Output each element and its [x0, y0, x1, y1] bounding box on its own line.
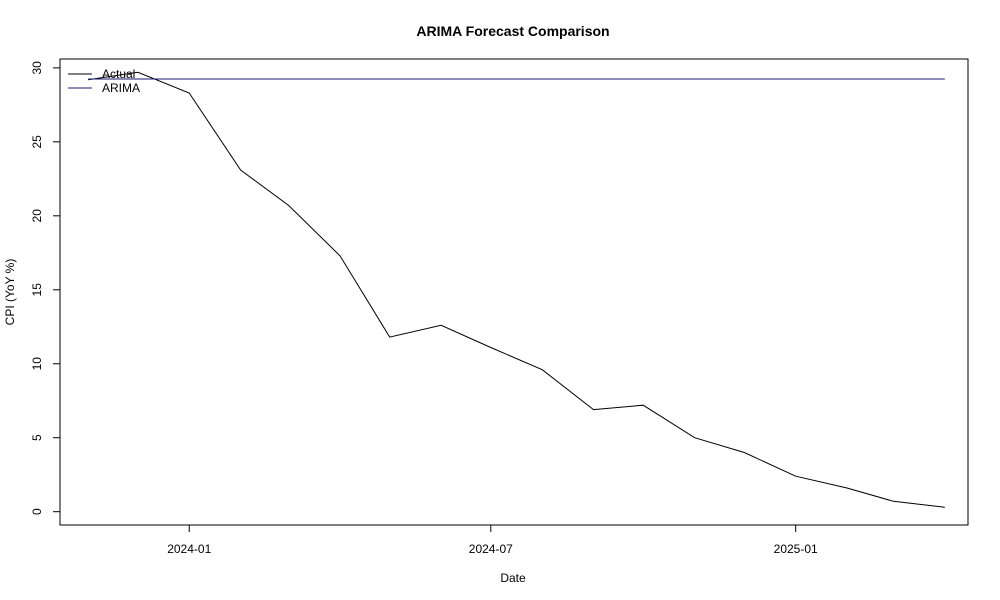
- x-tick-label: 2024-01: [167, 542, 211, 556]
- chart-title: ARIMA Forecast Comparison: [416, 23, 609, 39]
- plot-frame: [59, 58, 969, 526]
- x-axis: 2024-01 2024-07 2025-01: [167, 525, 818, 556]
- y-tick-label: 30: [30, 61, 44, 75]
- x-axis-label: Date: [500, 571, 526, 585]
- y-tick-label: 15: [30, 283, 44, 297]
- y-axis-label: CPI (YoY %): [3, 259, 17, 326]
- series-line-actual: [88, 71, 945, 508]
- legend-label-actual: Actual: [102, 67, 135, 81]
- legend-label-arima: ARIMA: [102, 81, 140, 95]
- x-tick-label: 2024-07: [469, 542, 513, 556]
- series-lines: [88, 71, 945, 508]
- x-tick-label: 2025-01: [774, 542, 818, 556]
- y-tick-label: 10: [30, 357, 44, 371]
- y-axis: 0 5 10 15 20 25 30: [30, 61, 60, 515]
- y-tick-label: 0: [30, 508, 44, 515]
- y-tick-label: 25: [30, 135, 44, 149]
- y-tick-label: 5: [30, 434, 44, 441]
- y-tick-label: 20: [30, 209, 44, 223]
